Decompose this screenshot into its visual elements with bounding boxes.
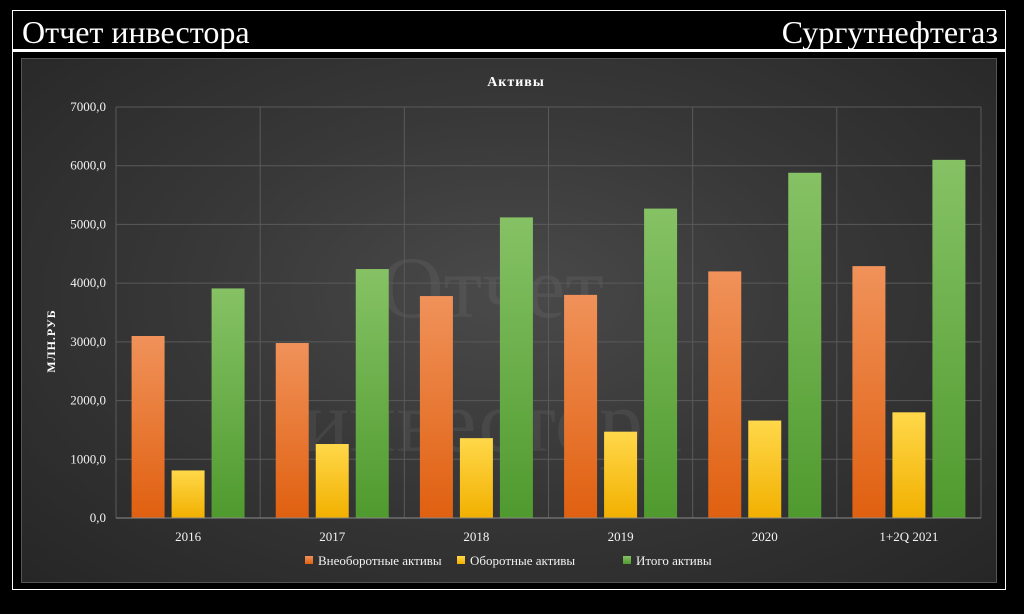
header-left-title: Отчет инвестора	[22, 14, 250, 50]
bar-green: Итого активы 1+2Q 2021: 6100	[932, 159, 966, 518]
bar-green: Итого активы 2020: 5880	[788, 172, 822, 518]
bar-yellow: Оборотные активы 1+2Q 2021: 1800	[892, 412, 926, 518]
y-tick-label: 3000,0	[70, 334, 106, 349]
assets-chart: Отчет инвестора Внеоборотные активы 2016…	[44, 75, 982, 568]
legend-swatch-yellow	[457, 556, 465, 564]
x-tick-label: 1+2Q 2021	[879, 529, 938, 544]
legend-swatch-green	[623, 556, 631, 564]
y-tick-label: 6000,0	[70, 158, 106, 173]
chart-panel: Отчет инвестора Внеоборотные активы 2016…	[21, 58, 997, 583]
bar-orange: Внеоборотные активы 2020: 4200	[708, 271, 742, 518]
header-divider	[12, 49, 1006, 52]
bar-orange: Внеоборотные активы 2019: 3800	[564, 294, 598, 518]
bar-yellow: Оборотные активы 2018: 1360	[459, 438, 493, 518]
y-tick-label: 7000,0	[70, 99, 106, 114]
header-right-title: Сургутнефтегаз	[781, 14, 998, 50]
bar-green: Итого активы 2017: 4240	[355, 269, 389, 518]
legend-label: Внеоборотные активы	[318, 553, 442, 568]
bar-green: Итого активы 2018: 5120	[499, 217, 533, 518]
legend-label: Оборотные активы	[470, 553, 575, 568]
legend-label: Итого активы	[636, 553, 712, 568]
bar-yellow: Оборотные активы 2016: 810	[171, 470, 205, 518]
y-tick-label: 5000,0	[70, 216, 106, 231]
bar-orange: Внеоборотные активы 2018: 3780	[419, 296, 453, 518]
x-tick-label: 2016	[175, 529, 202, 544]
legend: Внеоборотные активы Оборотные активы Итого…	[305, 553, 712, 568]
grid	[115, 106, 982, 519]
bar-orange: Внеоборотные активы 2017: 2980	[275, 343, 309, 518]
bar-green: Итого активы 2016: 3910	[211, 288, 245, 518]
y-tick-label: 0,0	[90, 510, 106, 525]
x-tick-label: 2017	[319, 529, 346, 544]
y-tick-label: 2000,0	[70, 393, 106, 408]
y-axis-label: МЛН.РУБ	[44, 309, 58, 372]
chart-title: Активы	[487, 75, 545, 90]
bar-green: Итого активы 2019: 5270	[644, 208, 678, 518]
x-tick-label: 2019	[608, 529, 634, 544]
legend-swatch-orange	[305, 556, 313, 564]
x-tick-label: 2018	[463, 529, 489, 544]
bar-yellow: Оборотные активы 2020: 1660	[748, 420, 782, 518]
axes: 0,0 1000,0 2000,0 3000,0 4000,0 5000,0 6000,0 7…	[70, 99, 981, 544]
y-tick-label: 1000,0	[70, 451, 106, 466]
bar-yellow: Оборотные активы 2019: 1470	[604, 431, 638, 518]
x-tick-label: 2020	[752, 529, 778, 544]
bar-orange: Внеоборотные активы 1+2Q 2021: 4290	[852, 266, 886, 518]
y-tick-label: 4000,0	[70, 275, 106, 290]
bar-orange: Внеоборотные активы 2016: 3100	[131, 335, 165, 518]
bars: Внеоборотные активы 2016: 3100Оборотные …	[131, 159, 966, 518]
bar-yellow: Оборотные активы 2017: 1260	[315, 444, 349, 518]
